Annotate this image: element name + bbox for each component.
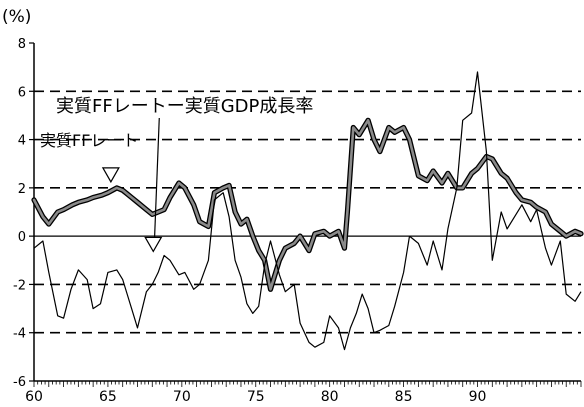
y-tick-label: 4 [18, 134, 26, 149]
axis-layer: -6 -4 -2 0 2 4 6 8 60 65 70 75 80 85 90 [13, 37, 582, 405]
y-unit-label: (%) [2, 7, 31, 27]
y-tick-label: 2 [18, 182, 26, 197]
x-tick-label: 90 [469, 389, 487, 403]
y-tick-label: -4 [13, 327, 26, 342]
series-layer [31, 71, 584, 351]
series-real-ff-minus-gdp-line [33, 71, 582, 351]
annotation-arrowhead [144, 236, 163, 253]
annotation-arrowhead [101, 167, 120, 184]
y-tick-label: -2 [13, 278, 26, 293]
annotation-arrow-line [153, 117, 160, 246]
x-tick-label: 85 [395, 389, 413, 403]
x-tick-label: 65 [99, 389, 117, 403]
y-tick-label: -6 [13, 375, 26, 390]
x-tick-label: 60 [25, 389, 43, 403]
x-tick-label: 70 [173, 389, 191, 403]
grid-layer [34, 90, 581, 334]
x-tick-label: 75 [247, 389, 265, 403]
y-tick-label: 8 [18, 37, 26, 52]
annotation-label-real-ff: 実質FFレート [40, 131, 138, 150]
annotation-label-ff-minus-gdp: 実質FFレートー実質GDP成長率 [56, 96, 313, 117]
y-tick-label: 6 [18, 85, 26, 100]
x-tick-label: 80 [321, 389, 339, 403]
series-real-ff-rate-line [32, 119, 583, 291]
y-tick-label: 0 [18, 230, 26, 245]
